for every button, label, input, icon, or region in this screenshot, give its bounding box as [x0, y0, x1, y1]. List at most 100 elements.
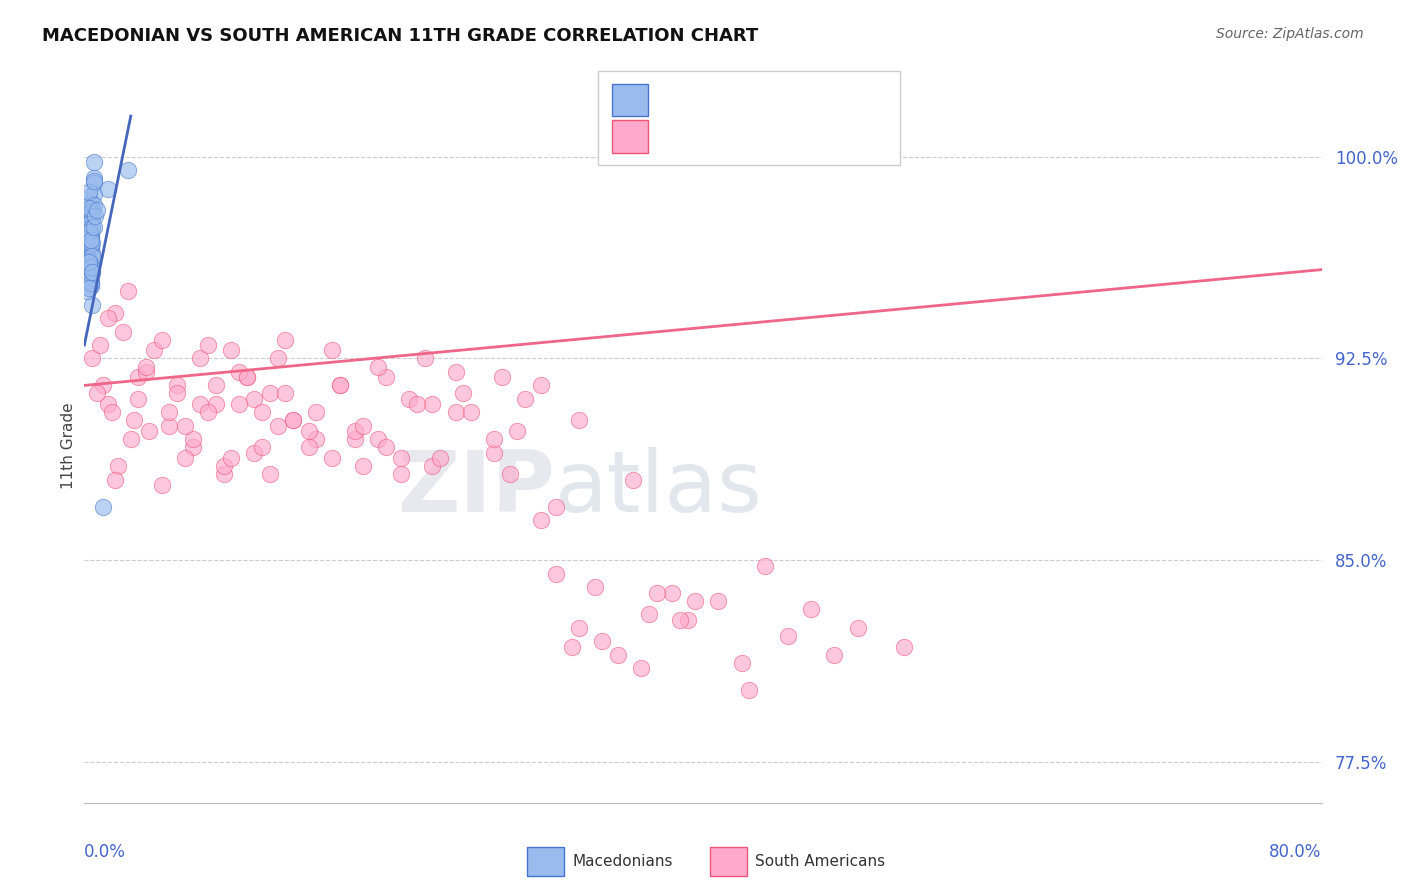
Y-axis label: 11th Grade: 11th Grade	[60, 402, 76, 490]
Point	[77, 268, 100, 282]
Point	[96, 311, 118, 326]
Point	[274, 333, 297, 347]
Point	[89, 338, 111, 352]
Text: 80.0%: 80.0%	[1270, 843, 1322, 861]
Point	[429, 451, 451, 466]
Text: 0.0%: 0.0%	[84, 843, 127, 861]
Text: N = 117: N = 117	[775, 128, 849, 145]
Point	[79, 230, 101, 244]
Point	[329, 378, 352, 392]
Point	[83, 198, 105, 212]
Point	[344, 424, 367, 438]
Point	[738, 682, 761, 697]
Point	[79, 227, 101, 242]
Point	[77, 185, 100, 199]
Point	[76, 254, 98, 268]
Point	[676, 613, 699, 627]
Point	[607, 648, 630, 662]
Point	[107, 459, 129, 474]
Point	[228, 365, 250, 379]
Point	[79, 238, 101, 252]
Point	[621, 473, 644, 487]
Point	[281, 413, 305, 427]
Point	[181, 432, 204, 446]
Point	[243, 446, 266, 460]
Point	[79, 276, 101, 290]
Point	[685, 594, 707, 608]
Point	[754, 558, 776, 573]
Point	[460, 405, 482, 419]
Point	[235, 370, 259, 384]
Text: R = 0.149: R = 0.149	[659, 128, 749, 145]
Point	[243, 392, 266, 406]
Point	[76, 244, 98, 258]
Point	[281, 413, 305, 427]
Text: R = 0.396: R = 0.396	[659, 91, 749, 109]
Text: Macedonians: Macedonians	[572, 855, 672, 869]
Point	[77, 201, 100, 215]
Point	[707, 594, 730, 608]
Point	[77, 217, 100, 231]
Point	[79, 257, 101, 271]
Point	[77, 190, 100, 204]
Point	[669, 613, 692, 627]
Point	[120, 432, 142, 446]
Point	[159, 405, 180, 419]
Point	[82, 203, 104, 218]
Point	[212, 459, 235, 474]
Point	[84, 209, 107, 223]
Point	[79, 195, 101, 210]
Point	[117, 163, 139, 178]
Point	[77, 252, 100, 266]
Text: MACEDONIAN VS SOUTH AMERICAN 11TH GRADE CORRELATION CHART: MACEDONIAN VS SOUTH AMERICAN 11TH GRADE …	[42, 27, 758, 45]
Point	[77, 254, 100, 268]
Point	[83, 155, 105, 169]
Point	[499, 467, 522, 482]
Point	[188, 351, 212, 366]
Point	[82, 265, 104, 279]
Point	[79, 206, 101, 220]
Point	[546, 566, 568, 581]
Point	[398, 392, 420, 406]
Point	[82, 201, 104, 215]
Point	[82, 209, 104, 223]
Point	[546, 500, 568, 514]
Point	[638, 607, 661, 622]
Point	[560, 640, 583, 654]
Point	[77, 222, 100, 236]
Point	[367, 359, 389, 374]
Point	[77, 281, 100, 295]
Point	[91, 378, 114, 392]
Point	[77, 214, 100, 228]
Point	[321, 451, 343, 466]
Point	[329, 378, 352, 392]
Point	[274, 386, 297, 401]
Point	[112, 325, 135, 339]
Point	[344, 432, 367, 446]
Point	[391, 451, 413, 466]
Point	[259, 386, 281, 401]
Point	[101, 405, 124, 419]
Point	[104, 306, 127, 320]
Text: ZIP: ZIP	[396, 447, 554, 531]
Point	[77, 227, 100, 242]
Point	[104, 473, 127, 487]
Point	[79, 276, 101, 290]
Point	[79, 278, 101, 293]
Point	[529, 378, 551, 392]
Point	[778, 629, 800, 643]
Point	[506, 424, 529, 438]
Point	[127, 392, 149, 406]
Point	[267, 418, 290, 433]
Point	[76, 249, 98, 263]
Point	[82, 265, 104, 279]
Point	[444, 365, 467, 379]
Point	[76, 217, 98, 231]
Point	[197, 338, 219, 352]
Point	[83, 174, 105, 188]
Point	[188, 397, 212, 411]
Text: South Americans: South Americans	[755, 855, 886, 869]
Point	[592, 634, 614, 648]
Point	[82, 235, 104, 250]
Point	[79, 260, 101, 274]
